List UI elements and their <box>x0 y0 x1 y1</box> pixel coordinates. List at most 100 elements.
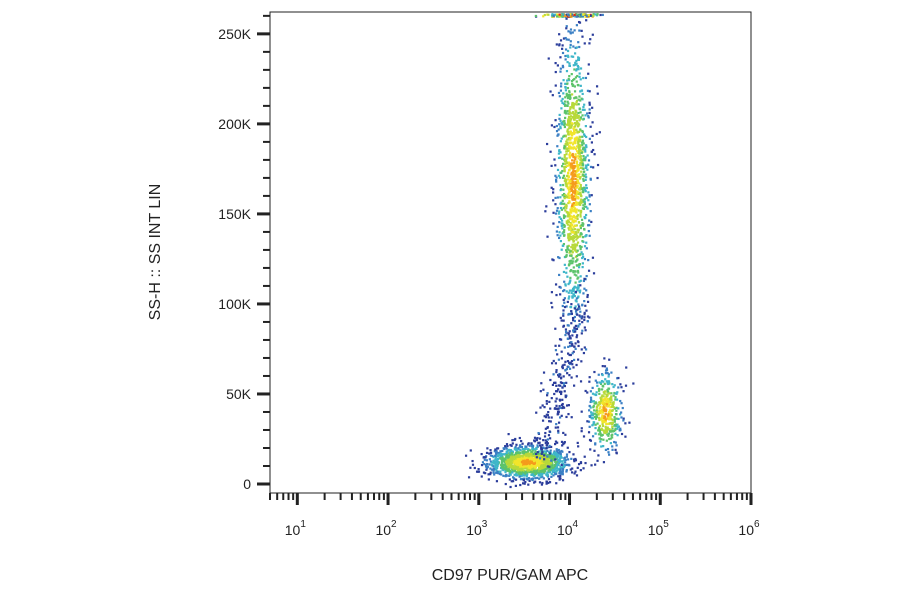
event-dot <box>604 390 607 393</box>
event-dot <box>575 192 578 196</box>
event-dot <box>519 467 522 470</box>
event-dot <box>570 211 573 214</box>
event-dot <box>578 245 582 248</box>
event-dot <box>574 231 578 234</box>
event-dot <box>594 423 597 426</box>
event-dot <box>596 176 599 180</box>
event-dot <box>617 417 620 421</box>
event-dot <box>525 475 528 478</box>
event-dot <box>507 448 510 451</box>
event-dot <box>571 101 574 105</box>
event-dot <box>483 458 486 461</box>
event-dot <box>589 390 592 393</box>
event-dot <box>565 147 568 150</box>
event-dot <box>604 412 607 416</box>
event-dot <box>590 141 594 144</box>
event-dot <box>581 143 584 147</box>
event-dot <box>573 13 576 17</box>
event-dot <box>571 238 574 241</box>
event-dot <box>520 464 523 468</box>
event-dot <box>550 291 554 294</box>
event-dot <box>517 471 520 474</box>
event-dot <box>554 463 558 466</box>
event-dot <box>610 371 613 374</box>
event-dot <box>582 255 585 258</box>
event-dot <box>603 430 607 433</box>
event-dot <box>567 188 571 191</box>
event-dot <box>579 111 582 114</box>
event-dot <box>550 416 553 419</box>
event-dot <box>608 415 611 418</box>
event-dot <box>548 400 551 403</box>
event-dot <box>598 381 601 384</box>
event-dot <box>558 273 561 277</box>
event-dot <box>563 167 566 170</box>
event-dot <box>571 231 575 234</box>
event-dot <box>511 471 514 474</box>
event-dot <box>554 164 557 167</box>
event-dot <box>493 465 497 468</box>
event-dot <box>540 452 543 455</box>
event-dot <box>606 433 609 436</box>
event-dot <box>559 39 563 42</box>
event-dot <box>567 404 570 407</box>
event-dot <box>532 464 536 467</box>
event-dot <box>484 472 487 475</box>
event-dot <box>567 235 570 238</box>
event-dot <box>580 410 583 413</box>
event-dot <box>531 467 535 470</box>
event-dot <box>570 185 573 189</box>
event-dot <box>550 465 553 468</box>
event-dot <box>582 435 586 438</box>
event-dot <box>566 178 570 181</box>
event-dot <box>514 478 518 481</box>
event-dot <box>568 196 571 200</box>
event-dot <box>559 85 563 88</box>
event-dot <box>585 15 589 18</box>
event-dot <box>592 13 595 16</box>
event-dot <box>581 139 585 142</box>
event-dot <box>500 466 503 469</box>
event-dot <box>580 348 583 351</box>
event-dot <box>563 179 566 182</box>
event-dot <box>574 181 577 184</box>
event-dot <box>576 466 579 469</box>
event-dot <box>577 143 580 146</box>
event-dot <box>541 481 544 485</box>
event-dot <box>591 414 595 417</box>
event-dot <box>565 415 568 419</box>
event-dot <box>559 474 562 477</box>
event-dot <box>575 336 578 339</box>
event-dot <box>550 124 554 127</box>
event-dot <box>564 86 567 89</box>
event-dot <box>540 470 543 473</box>
x-tick-base: 10 <box>738 522 754 538</box>
event-dot <box>610 395 613 398</box>
event-dot <box>574 201 578 204</box>
event-dot <box>502 474 505 477</box>
event-dot <box>598 131 601 134</box>
event-dot <box>606 428 609 431</box>
event-dot <box>528 444 531 447</box>
event-dot <box>575 162 578 165</box>
event-dot <box>520 463 523 466</box>
event-dot <box>586 420 589 423</box>
x-tick-exponent: 6 <box>754 519 760 530</box>
event-dot <box>567 192 570 195</box>
event-dot <box>563 305 567 309</box>
event-dot <box>587 159 591 162</box>
event-dot <box>614 432 617 435</box>
event-dot <box>564 328 568 331</box>
event-dot <box>599 410 603 413</box>
event-dot <box>554 442 557 446</box>
event-dot <box>492 465 495 468</box>
event-dot <box>568 280 572 283</box>
event-dot <box>567 220 571 223</box>
event-dot <box>576 178 579 182</box>
event-dot <box>493 467 496 470</box>
event-dot <box>563 104 567 107</box>
event-dot <box>544 456 547 460</box>
event-dot <box>571 260 574 263</box>
event-dot <box>558 117 561 120</box>
event-dot <box>567 227 570 230</box>
